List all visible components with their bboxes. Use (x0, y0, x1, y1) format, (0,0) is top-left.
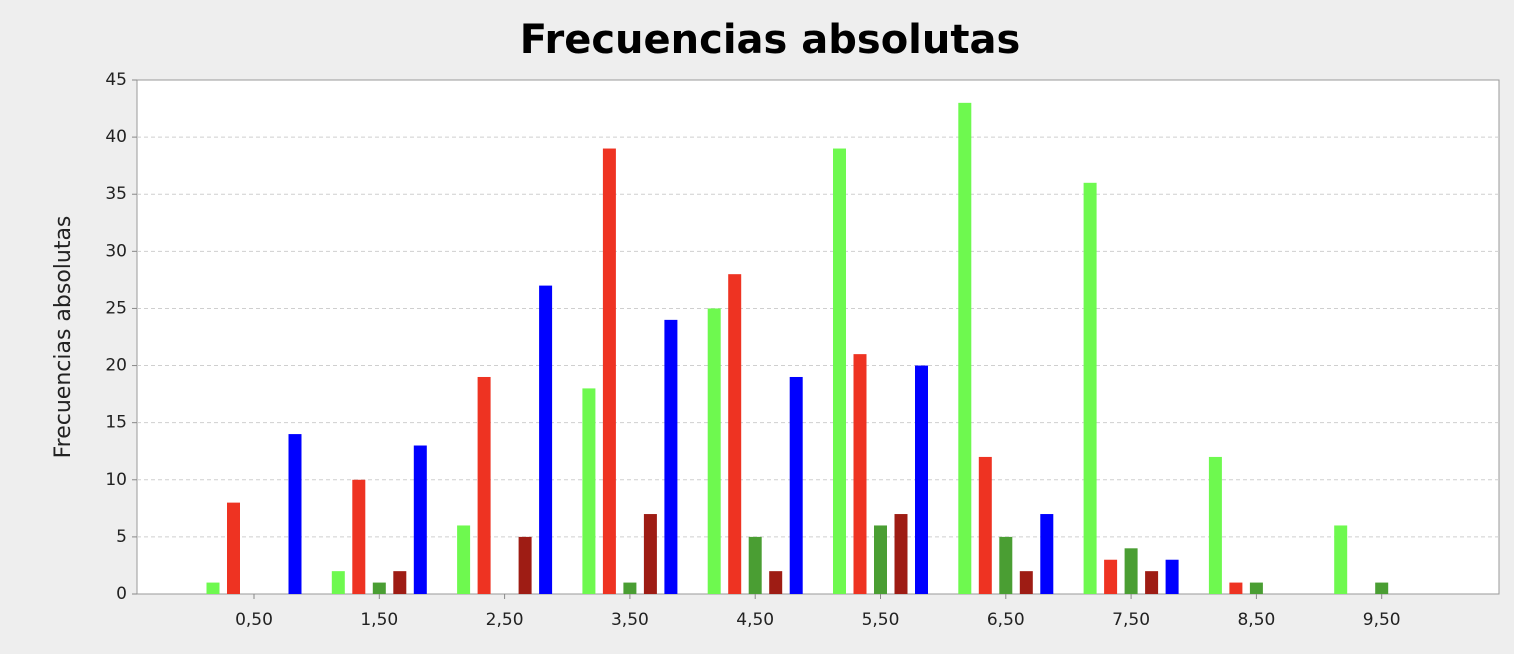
bar (664, 319, 678, 594)
y-tick-label: 35 (105, 184, 127, 204)
bar (582, 388, 596, 594)
bar (874, 525, 887, 594)
x-tick-label: 8,50 (1237, 610, 1275, 630)
bar (958, 102, 972, 594)
bar (331, 571, 345, 594)
bar (1208, 456, 1222, 594)
bar (372, 582, 386, 594)
bar (1145, 571, 1159, 594)
bar (227, 502, 240, 594)
bar (1229, 582, 1243, 594)
bar (539, 285, 553, 594)
bar (999, 536, 1013, 594)
y-tick-label: 25 (105, 298, 127, 318)
bar (602, 148, 616, 595)
bar (518, 536, 532, 594)
bar (894, 514, 908, 594)
x-tick-label: 9,50 (1363, 610, 1401, 630)
y-tick-label: 45 (105, 70, 127, 90)
bar (413, 445, 427, 594)
bar (288, 434, 302, 594)
x-tick-label: 4,50 (736, 610, 774, 630)
x-tick-label: 2,50 (486, 610, 524, 630)
bar (915, 365, 928, 594)
bar (1040, 514, 1054, 594)
bar (1334, 525, 1348, 594)
plot-area (136, 79, 1500, 595)
y-tick-label: 10 (105, 470, 127, 490)
x-tick-label: 5,50 (862, 610, 900, 630)
bar (748, 536, 762, 594)
bar (1375, 582, 1389, 594)
bar (728, 274, 742, 594)
y-tick-label: 30 (105, 241, 127, 261)
bar (833, 148, 846, 595)
bar (393, 571, 407, 594)
x-tick-label: 3,50 (611, 610, 649, 630)
x-tick-label: 0,50 (235, 610, 273, 630)
bar (623, 582, 637, 594)
bar (1249, 582, 1263, 594)
y-tick-label: 0 (116, 584, 127, 604)
y-tick-label: 40 (105, 127, 127, 147)
bar (1124, 548, 1138, 594)
bar (853, 354, 867, 594)
y-tick-label: 5 (116, 527, 127, 547)
y-tick-label: 20 (105, 356, 127, 376)
bar (1165, 559, 1179, 594)
chart-title: Frecuencias absolutas (520, 17, 1021, 63)
bar (978, 456, 992, 594)
bar (643, 514, 657, 594)
y-axis-label: Frecuencias absolutas (51, 216, 76, 459)
bar (769, 571, 783, 594)
x-tick-label: 1,50 (360, 610, 398, 630)
y-tick-label: 15 (105, 413, 127, 433)
bar (789, 376, 803, 594)
bar (352, 479, 366, 594)
x-tick-label: 7,50 (1112, 610, 1150, 630)
bar (457, 525, 471, 594)
bar (1083, 182, 1097, 595)
x-tick-label: 6,50 (987, 610, 1025, 630)
bar (206, 582, 220, 594)
bar (477, 376, 491, 594)
bar (1104, 559, 1118, 594)
bar (707, 308, 721, 594)
bar (1019, 571, 1033, 594)
